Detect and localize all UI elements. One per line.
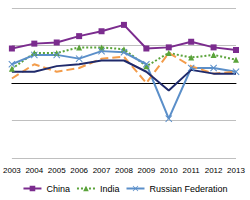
svg-text:Russian Federation: Russian Federation [149, 184, 227, 194]
svg-text:2006: 2006 [70, 166, 88, 175]
svg-text:2013: 2013 [227, 166, 245, 175]
svg-text:2011: 2011 [183, 166, 201, 175]
svg-text:India: India [100, 184, 120, 194]
svg-text:2005: 2005 [48, 166, 66, 175]
svg-text:2009: 2009 [137, 166, 155, 175]
svg-text:2004: 2004 [25, 166, 43, 175]
svg-text:2008: 2008 [115, 166, 133, 175]
svg-text:2012: 2012 [205, 166, 223, 175]
svg-text:2007: 2007 [93, 166, 111, 175]
svg-text:China: China [46, 184, 70, 194]
svg-text:2010: 2010 [160, 166, 178, 175]
svg-text:2003: 2003 [3, 166, 21, 175]
